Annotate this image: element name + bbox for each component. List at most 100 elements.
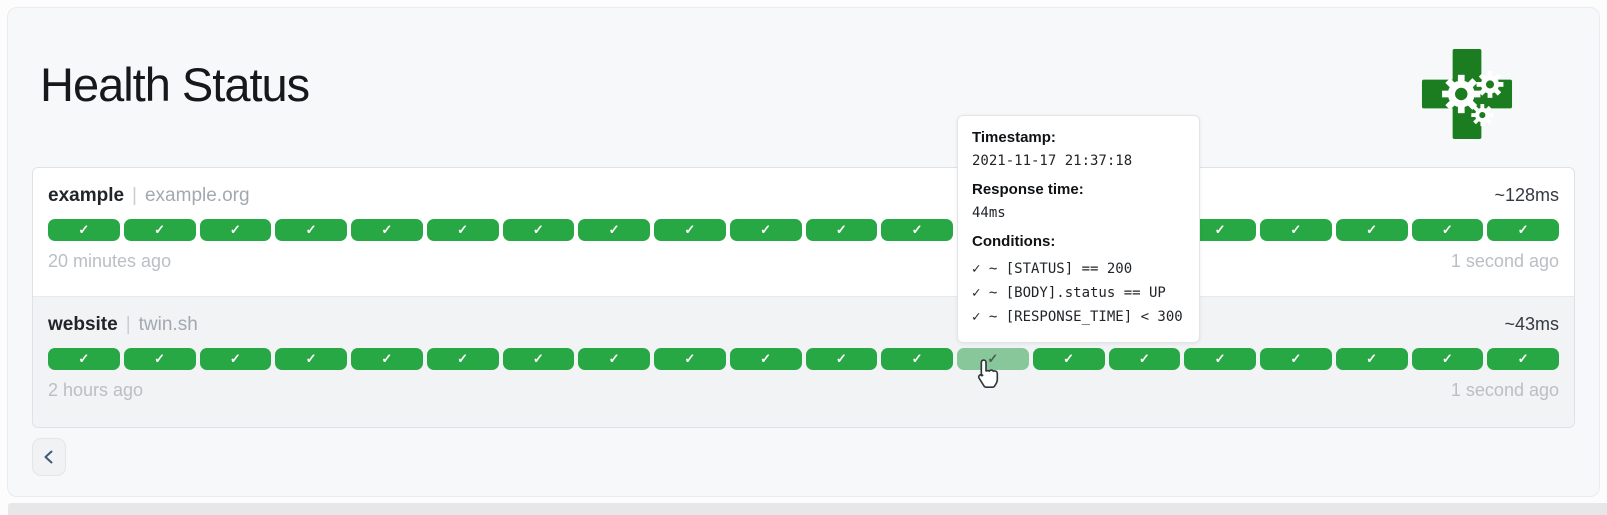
status-segment[interactable]: ✓ [805,347,878,370]
check-icon: ✓ [684,221,696,237]
check-icon: ✓ [1517,221,1529,237]
check-icon: ✓ [305,221,317,237]
status-bar: ✓ ✓ ✓ ✓ ✓ ✓ ✓ ✓ ✓ ✓ ✓ ✓ ✓ ✓ ✓ ✓ ✓ ✓ ✓ ✓ [48,347,1559,370]
check-icon: ✓ [78,221,90,237]
check-icon: ✓ [154,221,166,237]
status-segment[interactable]: ✓ [654,218,726,241]
gear-icon [1442,74,1481,114]
status-segment[interactable]: ✓ [1032,347,1105,370]
tooltip-condition: ✓ ~ [BODY].status == UP [972,285,1166,301]
cursor-pointer-icon [972,358,1000,397]
status-segment[interactable]: ✓ [1184,218,1256,241]
tooltip-conditions-list: ✓ ~ [STATUS] == 200 ✓ ~ [BODY].status == … [972,257,1185,329]
status-segment[interactable]: ✓ [1335,218,1408,241]
service-timestamps: 20 minutes ago 1 second ago [48,251,1559,272]
status-segment[interactable]: ✓ [502,218,575,241]
status-segment[interactable]: ✓ [123,347,196,370]
status-segment[interactable]: ✓ [502,347,575,370]
check-icon: ✓ [987,350,999,366]
status-segment[interactable]: ✓ [1260,347,1332,370]
check-icon: ✓ [1214,350,1226,366]
check-icon: ✓ [608,350,620,366]
check-icon: ✓ [911,221,923,237]
tooltip-conditions-label: Conditions: [972,233,1056,250]
oldest-timestamp: 2 hours ago [48,379,144,400]
status-segment[interactable]: ✓ [1184,347,1256,370]
status-segment[interactable]: ✓ [1108,347,1181,370]
check-icon: ✓ [1290,221,1302,237]
status-segment[interactable]: ✓ [578,218,650,241]
check-icon: ✓ [1441,221,1453,237]
check-icon: ✓ [457,221,469,237]
check-icon: ✓ [1214,221,1226,237]
status-segment[interactable]: ✓ [729,347,802,370]
back-button[interactable] [32,437,66,476]
check-icon: ✓ [760,350,772,366]
service-separator: | [125,313,131,335]
tooltip-timestamp-label: Timestamp: [972,129,1056,146]
services-panel: example | example.org ~128ms ✓ ✓ ✓ ✓ ✓ ✓ ✓ ✓ ✓ ✓ ✓… [32,166,1575,428]
status-segment[interactable]: ✓ [1487,347,1559,370]
check-icon: ✓ [760,221,772,237]
check-icon: ✓ [608,221,620,237]
service-row: example | example.org ~128ms ✓ ✓ ✓ ✓ ✓ ✓ ✓ ✓ ✓ ✓ ✓… [33,168,1574,296]
status-segment[interactable]: ✓ [881,347,953,370]
service-name: example [48,184,125,206]
check-icon: ✓ [1138,350,1150,366]
check-icon: ✓ [1366,221,1378,237]
service-host: twin.sh [138,313,198,335]
status-segment[interactable]: ✓ [351,347,423,370]
check-icon: ✓ [911,350,923,366]
status-segment[interactable]: ✓ [1411,347,1484,370]
service-separator: | [132,184,137,206]
status-segment[interactable]: ✓ [881,218,953,241]
status-segment[interactable]: ✓ [729,218,802,241]
status-segment[interactable]: ✓ [1335,347,1408,370]
status-segment[interactable]: ✓ [123,218,196,241]
check-icon: ✓ [684,350,696,366]
check-icon: ✓ [532,350,544,366]
status-segment[interactable]: ✓ [1260,218,1332,241]
check-icon: ✓ [532,221,544,237]
status-segment[interactable]: ✓ [426,218,499,241]
status-segment[interactable]: ✓ [426,347,499,370]
tooltip-response-time-value: 44ms [972,205,1006,221]
status-segment[interactable]: ✓ [1411,218,1484,241]
service-name: website [48,313,118,335]
status-segment[interactable]: ✓ [275,218,347,241]
gear-icon [1471,104,1494,127]
service-latency: ~128ms [1494,184,1559,205]
service-row-head: website | twin.sh ~43ms [48,313,1559,336]
gear-icon [1476,71,1504,98]
check-icon: ✓ [305,350,317,366]
status-segment[interactable]: ✓ [48,218,120,241]
status-tooltip: Timestamp: 2021-11-17 21:37:18 Response … [957,115,1200,343]
check-icon: ✓ [835,350,847,366]
horizontal-scrollbar[interactable] [8,503,1607,515]
service-row: website | twin.sh ~43ms ✓ ✓ ✓ ✓ ✓ ✓ ✓ ✓ ✓ ✓ ✓ ✓ ✓ ✓ ✓ ✓… [33,295,1574,427]
status-segment[interactable]: ✓ [351,218,423,241]
status-segment[interactable]: ✓ [805,218,878,241]
app-frame: Health Status [7,7,1600,497]
newest-timestamp: 1 second ago [1450,379,1559,400]
check-icon: ✓ [1517,350,1529,366]
tooltip-response-time-label: Response time: [972,181,1084,198]
check-icon: ✓ [1366,350,1378,366]
check-icon: ✓ [835,221,847,237]
status-segment[interactable]: ✓ [957,347,1029,370]
status-segment[interactable]: ✓ [654,347,726,370]
status-segment[interactable]: ✓ [199,218,272,241]
check-icon: ✓ [1290,350,1302,366]
check-icon: ✓ [1441,350,1453,366]
status-segment[interactable]: ✓ [199,347,272,370]
status-segment[interactable]: ✓ [275,347,347,370]
oldest-timestamp: 20 minutes ago [48,250,172,271]
status-segment[interactable]: ✓ [578,347,650,370]
status-segment[interactable]: ✓ [1487,218,1559,241]
service-timestamps: 2 hours ago 1 second ago [48,380,1559,401]
check-icon: ✓ [229,221,241,237]
status-segment[interactable]: ✓ [48,347,120,370]
page-title: Health Status [40,58,310,111]
gatus-logo-svg [1421,48,1513,140]
service-row-head: example | example.org ~128ms [48,184,1559,207]
